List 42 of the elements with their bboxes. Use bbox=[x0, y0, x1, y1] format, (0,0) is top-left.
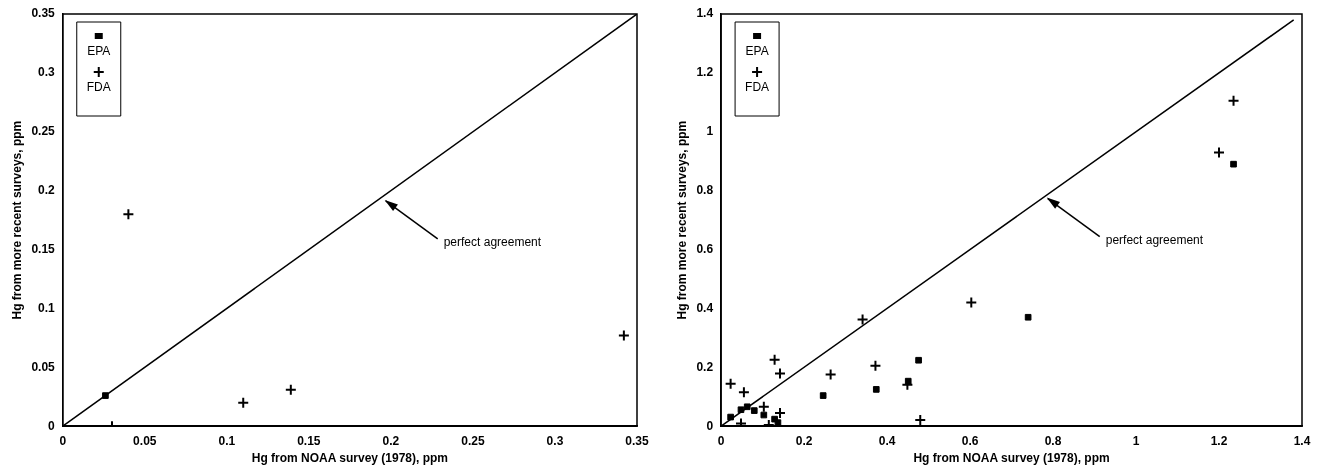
legend-label: EPA bbox=[745, 44, 769, 59]
x-axis-title: Hg from NOAA survey (1978), ppm bbox=[913, 451, 1110, 466]
x-tick-label: 1.2 bbox=[1210, 433, 1228, 448]
y-tick-label: 1 bbox=[706, 124, 714, 139]
y-tick-label: 0.4 bbox=[696, 300, 714, 315]
y-tick-label: 0.3 bbox=[38, 65, 56, 80]
x-tick-label: 1 bbox=[1132, 433, 1140, 448]
x-tick-label: 0.2 bbox=[795, 433, 813, 448]
x-tick-label: 0.3 bbox=[546, 433, 564, 448]
x-tick-label: 1.4 bbox=[1293, 433, 1311, 448]
x-tick-label: 0.2 bbox=[382, 433, 400, 448]
y-tick-label: 0 bbox=[48, 418, 56, 433]
y-tick-label: 0.15 bbox=[31, 241, 56, 256]
annotation: perfect agreement bbox=[1105, 232, 1204, 247]
x-tick-label: 0.4 bbox=[878, 433, 896, 448]
x-tick-label: 0.15 bbox=[297, 433, 321, 448]
x-tick-label: 0.1 bbox=[218, 433, 236, 448]
y-axis-title: Hg from more recent surveys, ppm bbox=[674, 120, 689, 320]
x-tick-label: 0 bbox=[59, 433, 67, 448]
x-tick-label: 0 bbox=[717, 433, 725, 448]
x-tick-label: 0.25 bbox=[461, 433, 485, 448]
y-tick-label: 0.35 bbox=[31, 6, 56, 21]
y-tick-label: 0 bbox=[706, 418, 714, 433]
y-tick-label: 0.05 bbox=[31, 359, 56, 374]
y-tick-label: 0.8 bbox=[696, 182, 714, 197]
annotation: perfect agreement bbox=[443, 235, 542, 250]
y-tick-label: 0.2 bbox=[696, 359, 714, 374]
x-tick-label: 0.8 bbox=[1044, 433, 1062, 448]
x-tick-label: 0.6 bbox=[961, 433, 979, 448]
legend-label: FDA bbox=[745, 80, 770, 95]
y-tick-label: 1.2 bbox=[696, 65, 714, 80]
legend-label: FDA bbox=[86, 80, 111, 95]
y-tick-label: 0.2 bbox=[38, 182, 56, 197]
y-tick-label: 0.1 bbox=[38, 300, 56, 315]
x-tick-label: 0.35 bbox=[625, 433, 649, 448]
x-tick-label: 0.05 bbox=[133, 433, 157, 448]
y-axis-title: Hg from more recent surveys, ppm bbox=[9, 120, 24, 320]
y-tick-label: 0.25 bbox=[31, 124, 56, 139]
legend-label: EPA bbox=[87, 44, 111, 59]
y-tick-label: 0.6 bbox=[696, 241, 714, 256]
y-tick-label: 1.4 bbox=[696, 6, 714, 21]
x-axis-title: Hg from NOAA survey (1978), ppm bbox=[251, 451, 449, 466]
